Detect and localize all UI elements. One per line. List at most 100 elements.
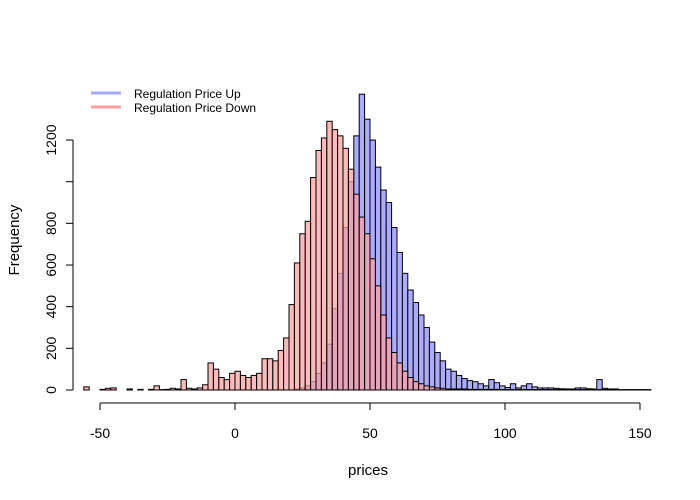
y-tick-label: 1200 — [43, 124, 59, 155]
histogram-bar — [385, 337, 393, 391]
histogram-bar — [423, 327, 430, 391]
legend-label-regulation-price-up: Regulation Price Up — [134, 87, 241, 101]
x-axis-title: prices — [348, 462, 388, 479]
histogram-bar — [256, 372, 263, 391]
y-tick-label: 400 — [43, 295, 59, 319]
histogram-bar — [423, 385, 430, 391]
histogram-bar — [466, 388, 474, 391]
histogram-bar — [320, 137, 328, 391]
histogram-bar — [364, 233, 371, 391]
histogram-bar — [283, 337, 290, 391]
histogram-bar — [396, 362, 403, 391]
histogram-bar — [164, 388, 171, 391]
histogram-bar — [175, 388, 182, 391]
histogram-bar — [196, 387, 204, 391]
histogram-bar — [407, 377, 414, 391]
histogram-bar — [439, 387, 447, 391]
histogram-bar — [445, 388, 452, 391]
histogram-bar — [493, 388, 501, 391]
histogram-bar — [428, 341, 436, 391]
histogram-bar — [488, 388, 495, 391]
histogram-bar — [180, 379, 187, 391]
histogram-bar — [191, 388, 198, 391]
histogram-bar — [477, 388, 484, 391]
histogram-bar — [434, 352, 441, 391]
histogram-bar — [391, 352, 398, 391]
histogram-bar — [239, 374, 247, 391]
legend: Regulation Price Up Regulation Price Dow… — [91, 87, 256, 115]
histogram-bar — [169, 387, 177, 391]
histogram-bar — [418, 383, 425, 391]
histogram-bar — [439, 360, 447, 391]
histogram-bar — [461, 388, 468, 391]
x-axis: -50 0 50 100 150 — [90, 402, 652, 441]
histogram-bar — [245, 377, 252, 391]
histogram-bar — [212, 368, 220, 391]
histogram-bar — [337, 135, 344, 391]
histogram-bar — [331, 129, 339, 391]
histogram-bar — [272, 360, 279, 391]
histogram-bar — [401, 370, 409, 391]
histogram-bar — [218, 377, 225, 391]
histogram-bar — [310, 177, 317, 391]
histogram-bar — [488, 379, 495, 391]
histogram-bar — [234, 370, 241, 391]
series-regulation-price-down — [83, 120, 652, 391]
histogram-bar — [207, 362, 214, 391]
histogram-bar — [450, 370, 457, 391]
histogram-bar — [466, 380, 474, 391]
x-tick-label: 100 — [493, 425, 517, 441]
histogram-bar — [347, 168, 355, 391]
histogram-bar — [472, 388, 479, 391]
x-tick-label: 0 — [231, 425, 239, 441]
histogram-bar — [380, 314, 387, 391]
y-tick-label: 200 — [43, 336, 59, 360]
histogram-bar — [110, 387, 117, 391]
histogram-bar — [358, 216, 366, 391]
histogram-bar — [148, 388, 155, 391]
histogram-bar — [428, 386, 436, 391]
histogram-bar — [261, 358, 268, 391]
y-tick-label: 0 — [43, 386, 59, 394]
y-tick-label: 800 — [43, 211, 59, 235]
x-tick-label: 50 — [362, 425, 378, 441]
histogram-bar — [418, 314, 425, 391]
histogram-bar — [104, 387, 112, 391]
histogram-bar — [434, 387, 441, 391]
histogram-bar — [315, 149, 322, 391]
histogram-bar — [450, 388, 457, 391]
histogram-bar — [455, 388, 463, 391]
histogram-bar — [126, 388, 133, 391]
histogram-bar — [288, 304, 295, 391]
legend-label-regulation-price-down: Regulation Price Down — [134, 101, 256, 115]
x-tick-label: 150 — [628, 425, 652, 441]
histogram-bar — [83, 386, 90, 391]
histogram-bar — [277, 349, 285, 391]
histogram-bar — [526, 383, 533, 391]
x-tick-label: -50 — [90, 425, 110, 441]
histogram-bar — [369, 258, 376, 391]
histogram-bar — [293, 262, 301, 391]
histogram-bar — [326, 120, 333, 391]
y-axis: 0 200 400 600 800 1200 — [43, 124, 74, 394]
histogram-bar — [304, 220, 312, 391]
histogram-bar — [407, 289, 414, 391]
histogram-bar — [412, 302, 420, 391]
histogram-bar — [99, 388, 106, 391]
histogram-bar — [342, 147, 349, 391]
histogram-bar — [374, 285, 382, 391]
histogram-bar — [153, 385, 160, 391]
histogram-bar — [202, 384, 209, 391]
histogram-bar — [596, 379, 603, 391]
histogram-bar — [509, 383, 517, 391]
histogram-bar — [137, 388, 144, 391]
histogram-bar — [472, 381, 479, 391]
histogram-bar — [223, 379, 231, 391]
histogram-bar — [229, 372, 236, 391]
y-tick-label: 600 — [43, 253, 59, 277]
histogram-bar — [461, 378, 468, 391]
histogram-bar — [455, 374, 463, 391]
histogram-bar — [250, 374, 258, 391]
histogram-bar — [353, 193, 360, 391]
